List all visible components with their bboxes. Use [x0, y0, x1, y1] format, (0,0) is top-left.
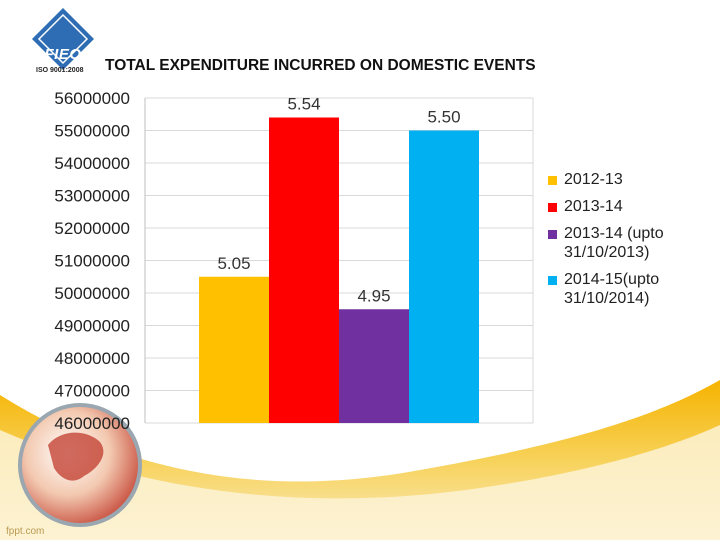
- y-tick-label: 54000000: [54, 154, 130, 173]
- y-tick-label: 48000000: [54, 349, 130, 368]
- bar-4: [409, 130, 479, 423]
- legend-label: 2012-13: [564, 171, 623, 188]
- bar-3: [339, 309, 409, 423]
- watermark: fppt.com: [6, 526, 45, 537]
- legend-swatch: [548, 230, 557, 239]
- data-labels: 5.05 5.54 4.95 5.50: [217, 95, 460, 306]
- logo-diamond: [32, 8, 94, 70]
- legend-item-3: 2013-14 (upto 31/10/2013): [548, 224, 718, 262]
- y-tick-label: 50000000: [54, 284, 130, 303]
- bar-2: [269, 117, 339, 423]
- legend-label: 2014-15(upto 31/10/2014): [564, 271, 660, 307]
- legend-swatch: [548, 276, 557, 285]
- fieo-logo: FIEO: [30, 6, 96, 78]
- iso-label: ISO 9001:2008: [36, 67, 84, 74]
- y-tick-label: 49000000: [54, 317, 130, 336]
- y-tick-label: 53000000: [54, 187, 130, 206]
- legend-item-1: 2012-13: [548, 170, 718, 189]
- legend-item-4: 2014-15(upto 31/10/2014): [548, 270, 718, 308]
- y-tick-label: 55000000: [54, 122, 130, 141]
- y-tick-labels: 56000000 55000000 54000000 53000000 52000000…: [54, 89, 130, 433]
- bar-1: [199, 276, 269, 423]
- legend-item-2: 2013-14: [548, 197, 718, 216]
- legend-label: 2013-14 (upto 31/10/2013): [564, 225, 664, 261]
- legend-label: 2013-14: [564, 198, 623, 215]
- legend-swatch: [548, 176, 557, 185]
- legend-swatch: [548, 203, 557, 212]
- y-tick-label: 46000000: [54, 414, 130, 433]
- y-tick-label: 51000000: [54, 252, 130, 271]
- y-tick-label: 52000000: [54, 219, 130, 238]
- y-tick-label: 56000000: [54, 89, 130, 108]
- chart-legend: 2012-13 2013-14 2013-14 (upto 31/10/2013) 2…: [548, 170, 718, 316]
- y-tick-label: 47000000: [54, 382, 130, 401]
- gold-swoosh-highlight: [0, 425, 720, 540]
- data-label-3: 4.95: [357, 286, 390, 305]
- globe-continent: [48, 432, 104, 481]
- data-label-2: 5.54: [287, 95, 320, 114]
- data-label-1: 5.05: [217, 254, 250, 273]
- chart-title: TOTAL EXPENDITURE INCURRED ON DOMESTIC E…: [105, 57, 536, 74]
- logo-text: FIEO: [44, 46, 82, 63]
- bars: [199, 117, 479, 423]
- data-label-4: 5.50: [427, 108, 460, 127]
